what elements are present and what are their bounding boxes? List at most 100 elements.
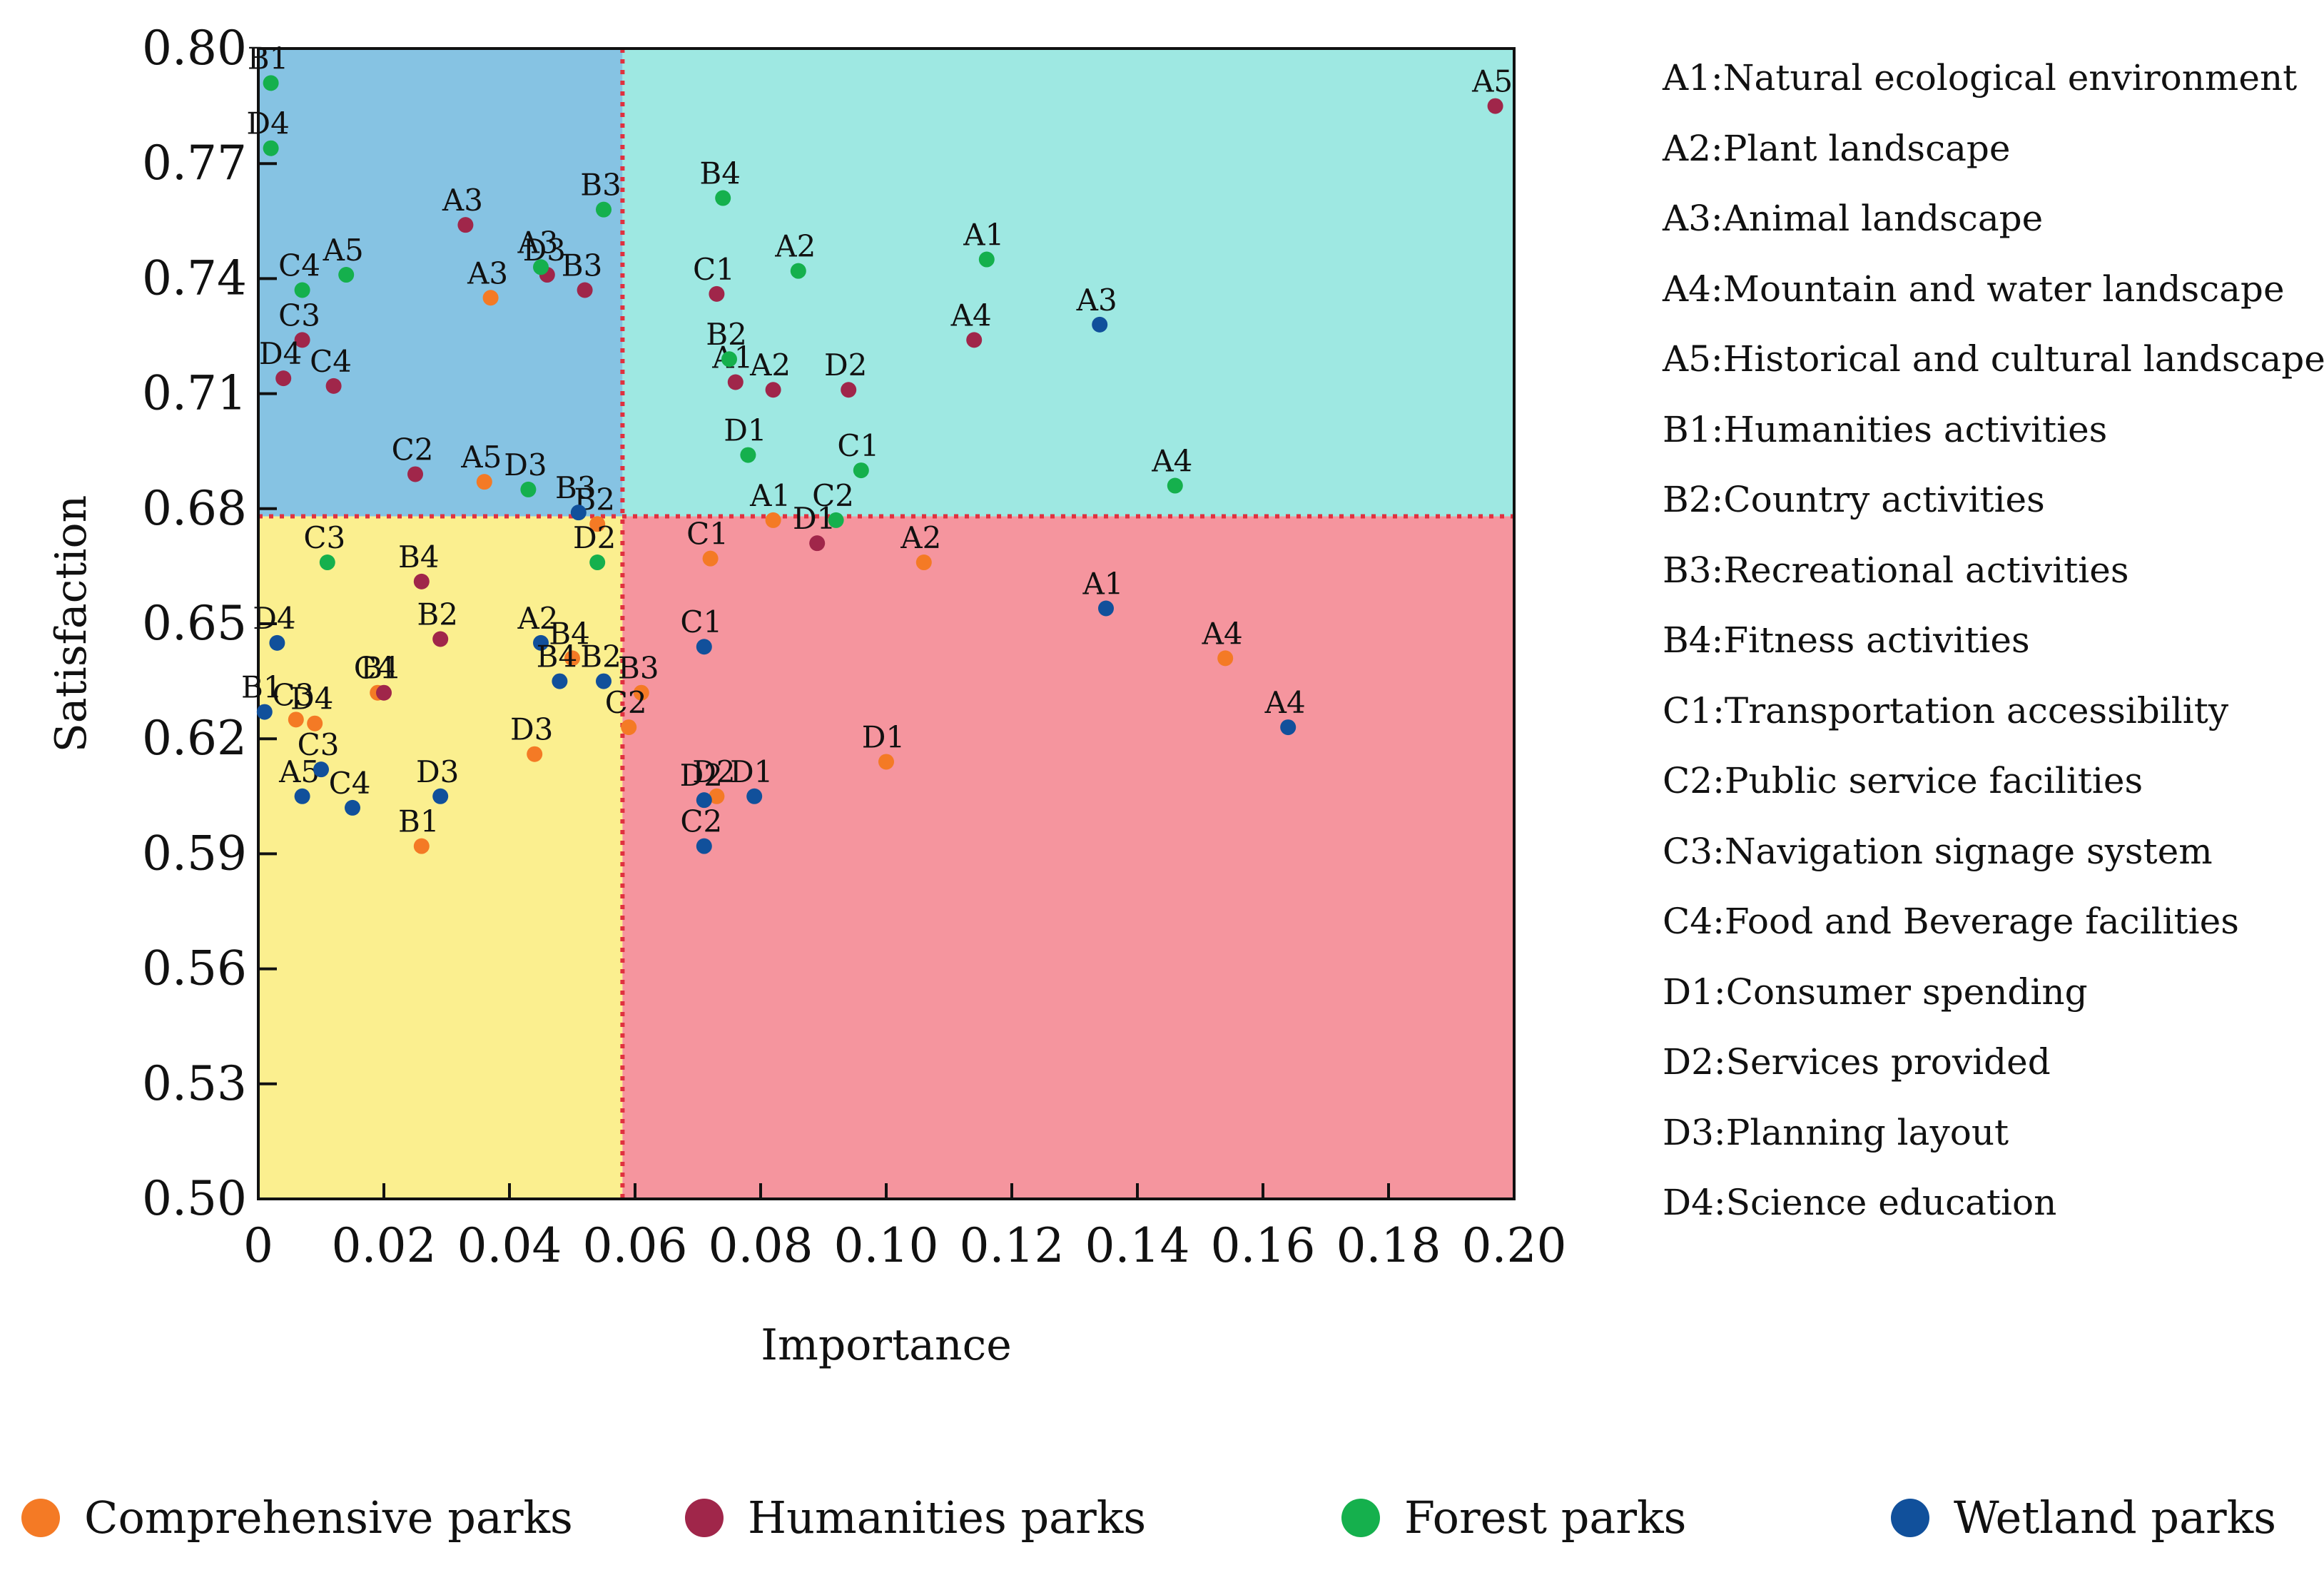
data-point	[413, 838, 430, 854]
y-tick-label: 0.56	[142, 941, 247, 996]
x-tick-label: 0.04	[457, 1218, 562, 1273]
point-label: D2	[692, 754, 735, 789]
data-point	[527, 746, 543, 762]
definition-item: A3:Animal landscape	[1663, 198, 2044, 239]
data-point	[307, 715, 323, 731]
data-point	[457, 217, 474, 233]
data-point	[596, 201, 612, 218]
data-point	[1487, 98, 1503, 114]
y-tick-label: 0.50	[142, 1171, 247, 1226]
point-label: B1	[241, 670, 283, 705]
point-label: A4	[950, 298, 992, 333]
point-label: C4	[329, 766, 371, 801]
x-tick-label: 0	[243, 1218, 273, 1273]
data-point	[294, 332, 310, 348]
point-label: B4	[549, 616, 590, 651]
definition-item: D4:Science education	[1663, 1182, 2057, 1223]
y-axis: 0.80 0.77 0.74 0.71 0.68 0.65 0.62 0.59 0.56 0.53…	[142, 21, 277, 1226]
data-point	[696, 639, 712, 655]
definition-item: D2:Services provided	[1663, 1041, 2051, 1083]
data-point	[533, 259, 549, 275]
data-points: A1A2A3A4A5B1B2B3B4C1C2C3C4D1D2D3D4A1A2A3…	[241, 41, 1513, 854]
definition-item: B2:Country activities	[1663, 479, 2045, 520]
data-point	[407, 466, 423, 482]
data-point	[432, 631, 449, 647]
point-label: A4	[1151, 444, 1192, 479]
definition-item: B3:Recreational activities	[1663, 549, 2129, 591]
data-point	[269, 634, 285, 651]
point-label: D4	[290, 682, 333, 716]
legend-label: Humanities parks	[748, 1492, 1147, 1544]
point-label: D4	[246, 106, 289, 141]
x-tick-label: 0.16	[1211, 1218, 1316, 1273]
x-tick-label: 0.02	[332, 1218, 437, 1273]
legend-item: Forest parks	[1341, 1492, 1686, 1544]
legend-label: Wetland parks	[1954, 1492, 2277, 1544]
data-point	[288, 712, 304, 728]
point-label: A2	[749, 348, 791, 383]
definition-item: B4:Fitness activities	[1663, 619, 2030, 661]
point-label: A1	[749, 478, 791, 513]
definition-item: C4:Food and Beverage facilities	[1663, 901, 2239, 942]
point-label: C1	[837, 428, 879, 463]
point-label: B4	[398, 540, 440, 574]
y-tick-label: 0.68	[142, 481, 247, 536]
definition-item: A4:Mountain and water landscape	[1663, 268, 2285, 310]
definition-item: A2:Plant landscape	[1663, 127, 2011, 169]
point-label: C3	[298, 727, 340, 762]
point-label: C2	[392, 432, 434, 467]
x-tick-label: 0.10	[834, 1218, 939, 1273]
point-label: C2	[812, 478, 854, 513]
definition-item: C2:Public service facilities	[1663, 760, 2143, 801]
series-forest-parks: A1 A2 A3 A4 A5 B1 B2 B3 B4 C1 C2 C3 C4 D1 D2 D3 D4	[246, 41, 1192, 571]
definition-item: D1:Consumer spending	[1663, 971, 2088, 1013]
y-tick-label: 0.74	[142, 250, 247, 305]
legend-item: Comprehensive parks	[21, 1492, 573, 1544]
point-label: C3	[303, 520, 345, 555]
data-point	[338, 267, 355, 283]
point-label: A2	[774, 229, 816, 264]
quadrant-backgrounds	[258, 49, 1514, 1199]
x-tick-label: 0.06	[583, 1218, 688, 1273]
data-point	[376, 684, 392, 701]
data-point	[966, 332, 983, 348]
x-tick-label: 0.20	[1462, 1218, 1567, 1273]
data-point	[621, 719, 637, 736]
legend-marker	[1891, 1498, 1929, 1537]
point-label: B4	[537, 639, 578, 674]
legend-item: Humanities parks	[685, 1492, 1146, 1544]
data-point	[828, 512, 844, 528]
point-label: B3	[580, 168, 621, 203]
data-point	[809, 535, 826, 552]
data-point	[765, 512, 781, 528]
indicator-definitions: A1:Natural ecological environment A2:Plan…	[1663, 43, 2324, 1238]
point-label: D2	[573, 520, 616, 555]
data-point	[570, 505, 587, 521]
data-point	[345, 799, 360, 816]
y-tick-label: 0.65	[142, 596, 247, 651]
data-point	[841, 382, 857, 398]
data-point	[790, 263, 806, 279]
data-point	[1280, 719, 1297, 736]
data-point	[552, 673, 568, 689]
data-point	[596, 673, 612, 689]
y-tick-label: 0.62	[142, 711, 247, 766]
data-point	[1167, 477, 1183, 494]
point-label: B3	[555, 470, 597, 505]
quadrant-top-left	[258, 49, 623, 517]
quadrant-bottom-left	[258, 516, 623, 1199]
point-label: D3	[416, 754, 459, 789]
point-label: D4	[259, 336, 302, 371]
data-point	[476, 474, 492, 490]
data-point	[715, 190, 731, 206]
point-label: D3	[504, 447, 547, 482]
point-label: D1	[730, 754, 773, 789]
data-point	[589, 555, 606, 571]
data-point	[263, 75, 279, 91]
point-label: A3	[1076, 283, 1117, 318]
point-label: B2	[417, 597, 458, 632]
point-label: C4	[310, 344, 352, 379]
x-axis-title: Importance	[761, 1320, 1011, 1370]
